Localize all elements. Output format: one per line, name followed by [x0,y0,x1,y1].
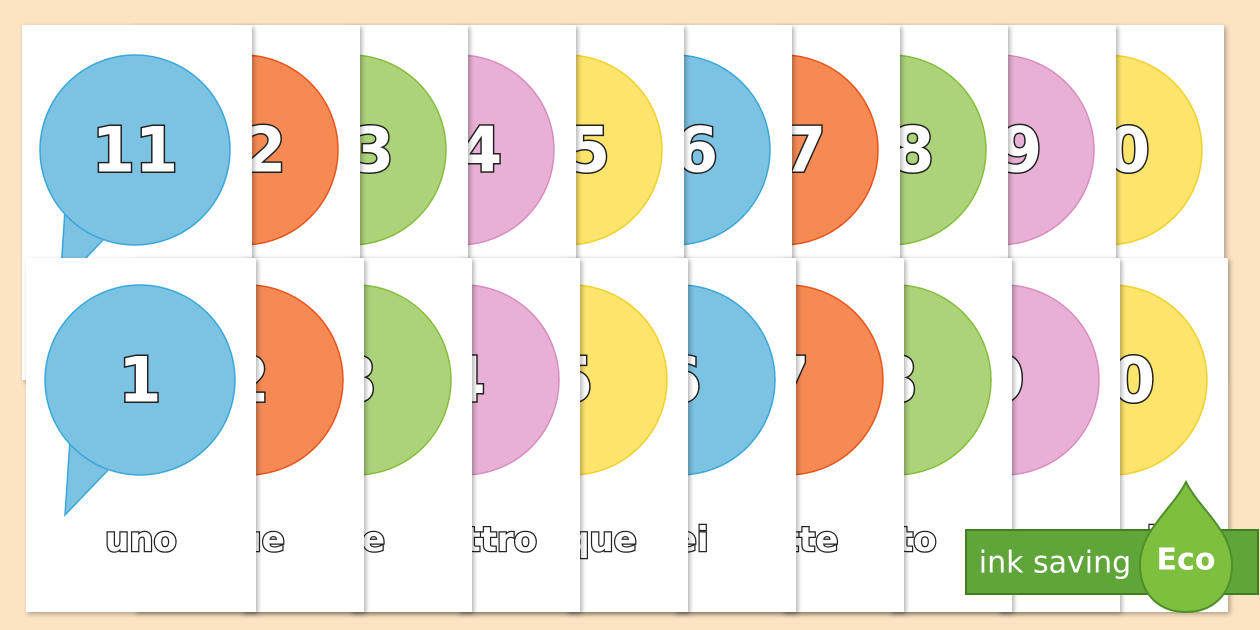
badge-leaf [1138,479,1234,614]
badge-label: ink saving [979,546,1131,581]
bubble [44,284,236,476]
card-number: 11 [92,114,178,187]
card-word: uno [105,520,177,560]
card: 1 uno [26,258,256,612]
bubble [39,54,231,246]
card: 11 [22,25,252,380]
eco-badge: ink saving Eco [965,479,1259,614]
card-number: 1 [118,344,161,417]
badge-eco: Eco [1157,543,1216,578]
